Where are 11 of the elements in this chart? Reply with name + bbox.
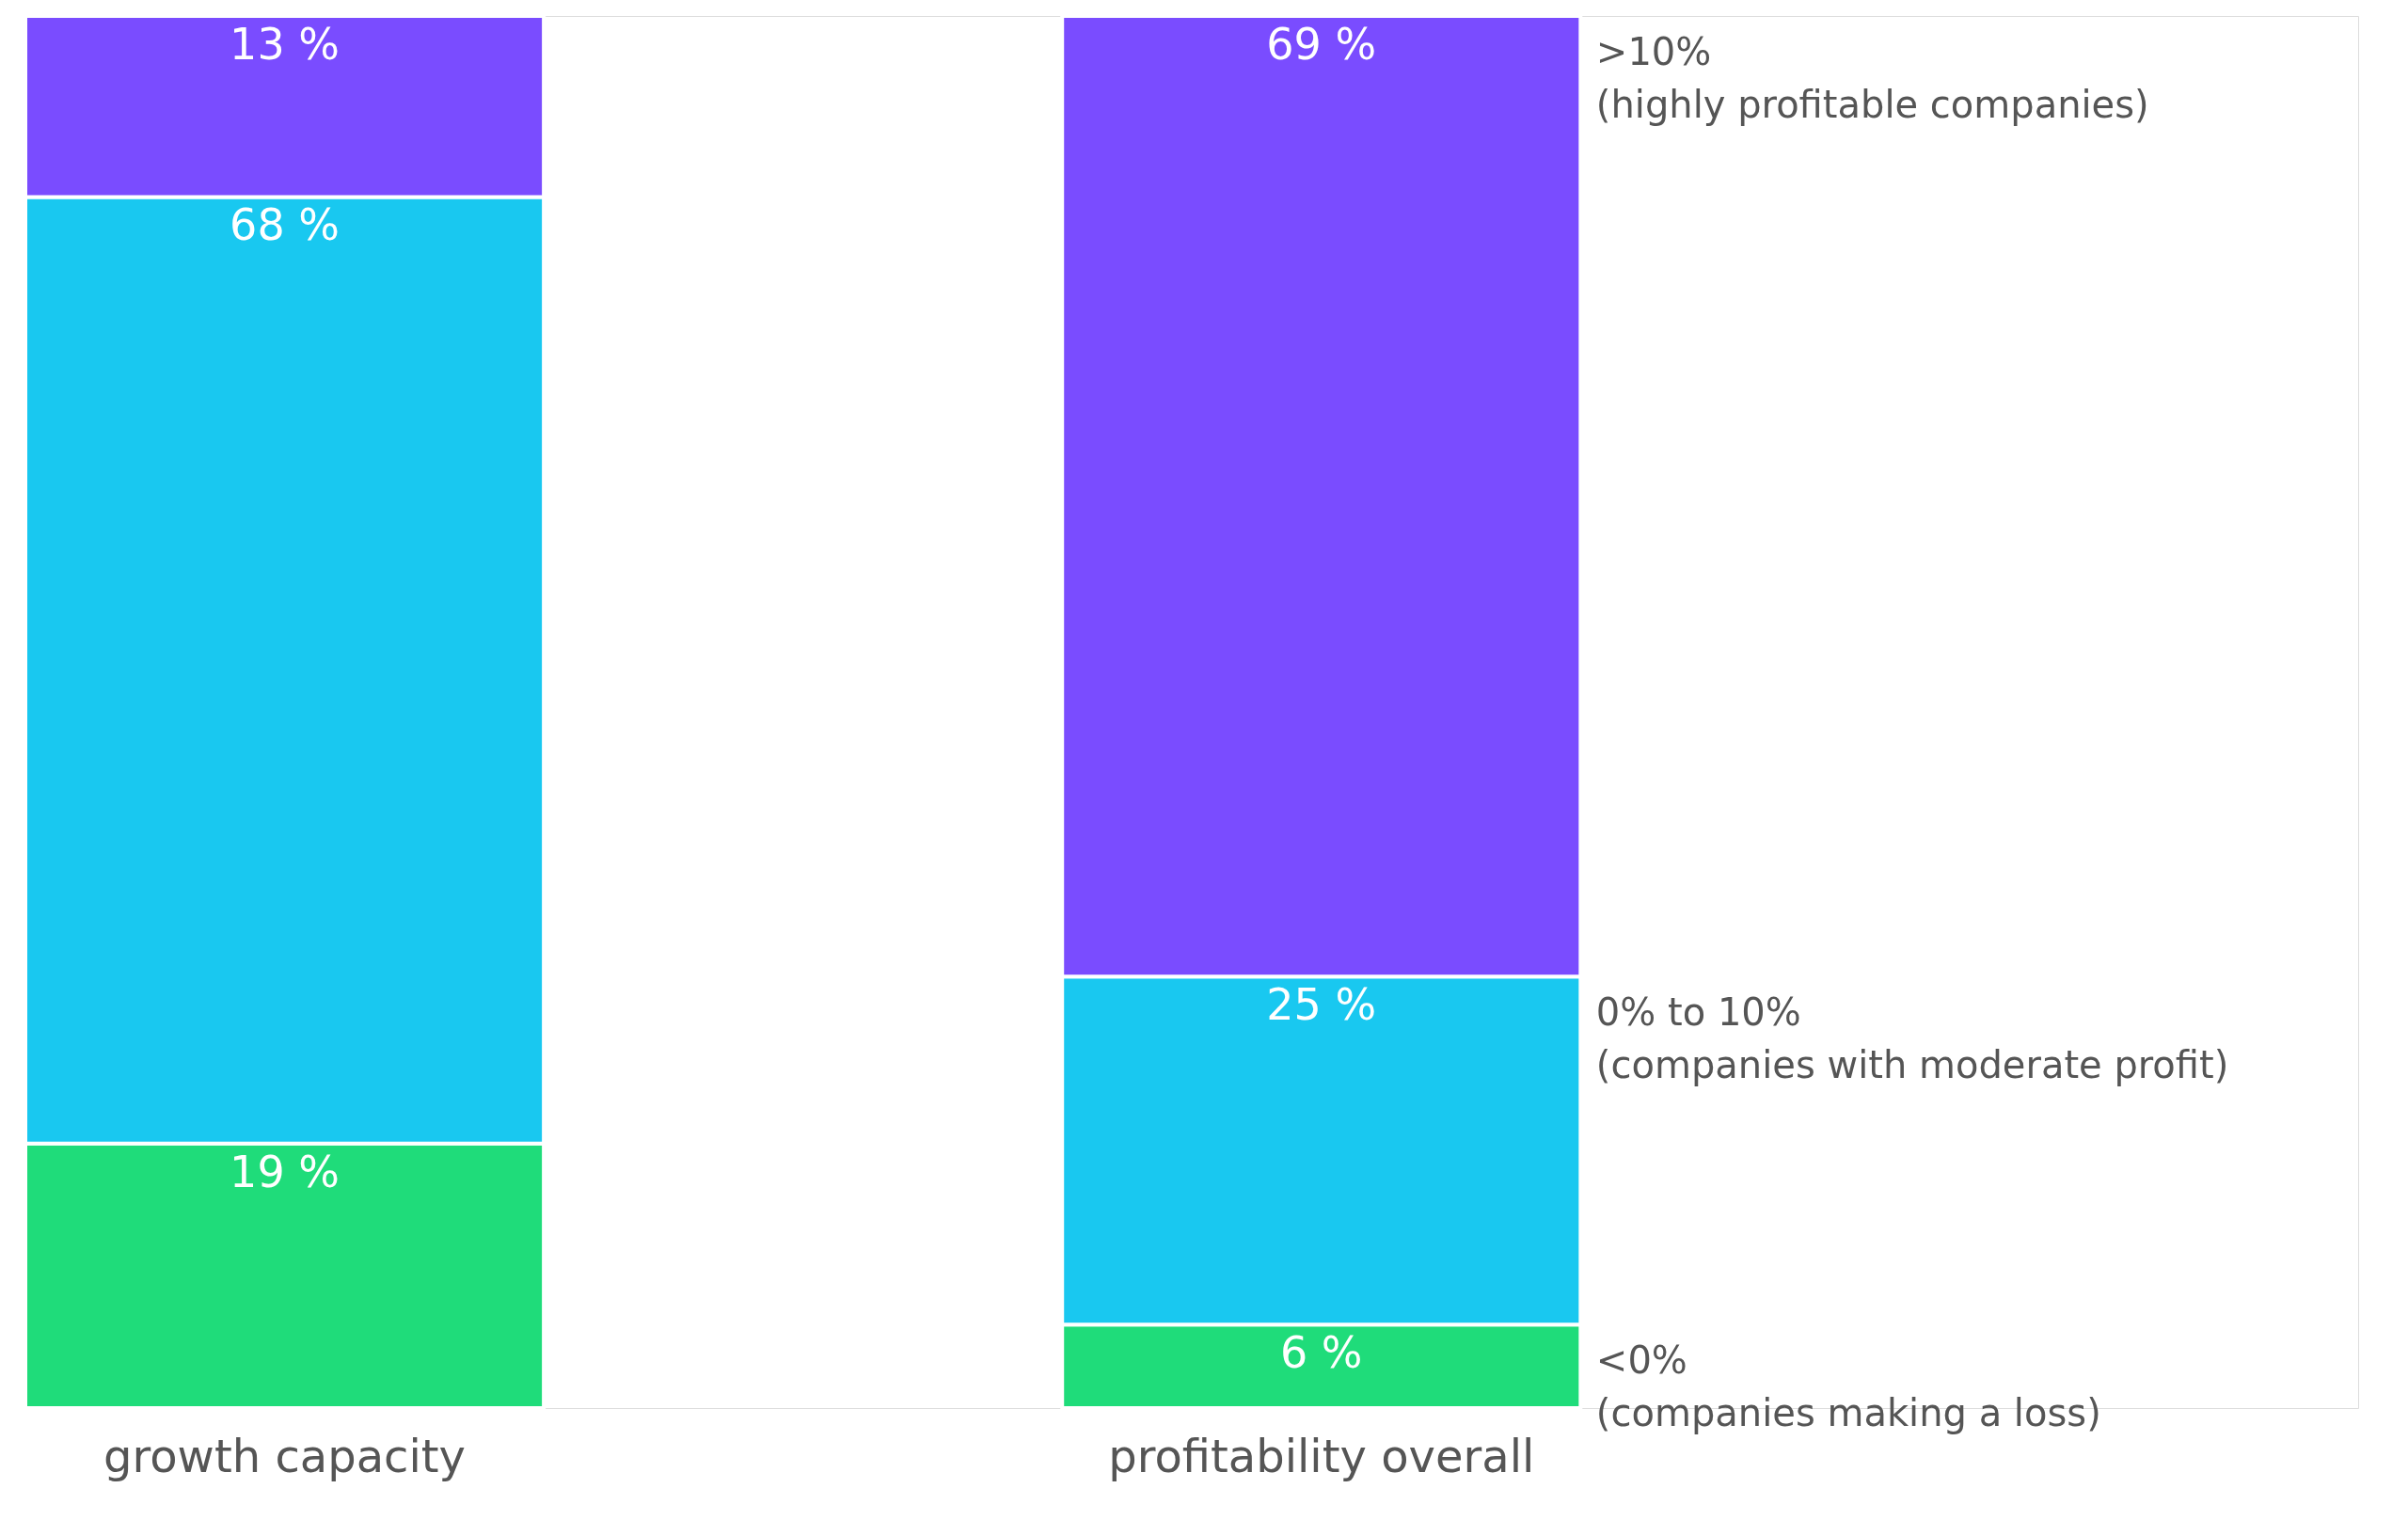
data-label: 19 % <box>230 1146 340 1197</box>
data-label: 25 % <box>1266 979 1377 1031</box>
data-label: 6 % <box>1279 1327 1363 1379</box>
series-label: <0% (companies making a loss) <box>1595 1338 2101 1435</box>
x-tick-label: profitability overall <box>1108 1430 1535 1482</box>
data-label: 13 % <box>230 19 340 70</box>
x-tick-label: growth capacity <box>103 1430 467 1482</box>
series-label: >10% (highly profitable companies) <box>1595 30 2149 126</box>
series-label: 0% to 10% (companies with moderate profit) <box>1595 990 2229 1087</box>
data-label: 68 % <box>230 199 340 251</box>
data-label: 69 % <box>1266 19 1377 70</box>
